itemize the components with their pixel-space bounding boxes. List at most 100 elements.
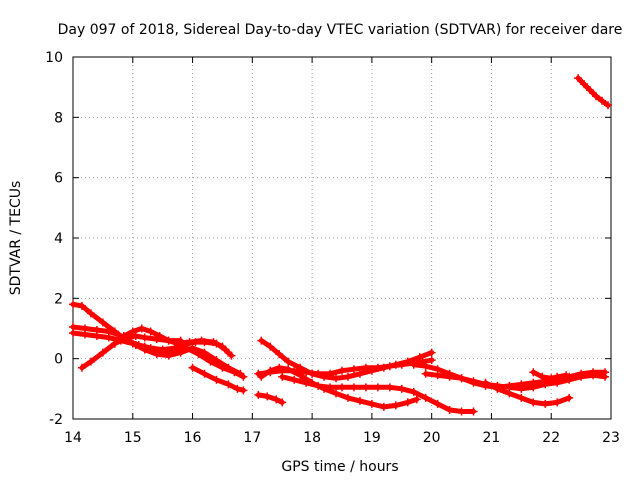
y-tick-label: 8 (54, 110, 63, 126)
data-point (98, 318, 107, 327)
data-point (263, 392, 272, 401)
data-point (553, 372, 562, 381)
data-point (529, 368, 538, 377)
data-point (77, 301, 86, 310)
data-point (80, 330, 89, 339)
y-tick-label: -2 (49, 412, 63, 428)
data-point (146, 327, 155, 336)
data-point (541, 399, 550, 408)
data-point (77, 363, 86, 372)
data-point (586, 86, 595, 95)
data-point (314, 381, 323, 390)
series-trace-16 (574, 74, 613, 110)
data-point (349, 383, 358, 392)
data-point (589, 371, 598, 380)
y-tick-label: 4 (54, 231, 63, 247)
data-point (367, 399, 376, 408)
data-point (517, 393, 526, 402)
data-point (218, 342, 227, 351)
data-point (505, 389, 514, 398)
data-point (290, 375, 299, 384)
series-trace-line (255, 392, 285, 405)
data-point (604, 101, 613, 110)
data-point (415, 353, 424, 362)
data-point (86, 357, 95, 366)
data-point (580, 80, 589, 89)
data-point (254, 390, 263, 399)
data-point (469, 407, 478, 416)
data-point (149, 345, 158, 354)
data-point (209, 338, 218, 347)
data-point (272, 395, 281, 404)
data-point (529, 398, 538, 407)
series-trace-14 (481, 378, 574, 408)
data-point (553, 398, 562, 407)
data-point (379, 402, 388, 411)
x-tick-label: 22 (542, 430, 560, 446)
data-point (110, 339, 119, 348)
data-point (391, 401, 400, 410)
x-tick-label: 15 (124, 430, 142, 446)
data-point (421, 393, 430, 402)
data-point (230, 368, 239, 377)
data-point (601, 372, 610, 381)
data-point (538, 372, 547, 381)
data-point (200, 369, 209, 378)
data-point (565, 393, 574, 402)
data-point (275, 363, 284, 372)
data-point (278, 372, 287, 381)
data-point (433, 371, 442, 380)
series-trace-5 (110, 324, 233, 357)
data-point (92, 332, 101, 341)
x-axis-label: GPS time / hours (281, 459, 398, 475)
x-tick-label: 20 (423, 430, 441, 446)
data-point (397, 384, 406, 393)
data-series (69, 74, 613, 416)
series-trace-10 (278, 372, 478, 416)
data-point (69, 329, 77, 338)
data-point (131, 332, 140, 341)
data-point (385, 383, 394, 392)
data-point (86, 309, 95, 318)
series-trace-6 (188, 363, 248, 395)
x-tick-label: 17 (243, 430, 261, 446)
data-point (320, 372, 329, 381)
grid (73, 57, 611, 419)
data-point (275, 350, 284, 359)
data-point (379, 363, 388, 372)
data-point (355, 369, 364, 378)
data-point (308, 369, 317, 378)
data-point (565, 375, 574, 384)
y-tick-label: 0 (54, 352, 63, 368)
data-point (326, 383, 335, 392)
data-point (493, 384, 502, 393)
data-point (427, 356, 436, 365)
data-point (212, 375, 221, 384)
data-point (412, 395, 421, 404)
data-point (445, 372, 454, 381)
data-point (104, 333, 113, 342)
data-point (361, 383, 370, 392)
data-point (349, 365, 358, 374)
data-point (233, 384, 242, 393)
data-point (343, 372, 352, 381)
series-trace-11 (254, 390, 287, 407)
data-point (541, 380, 550, 389)
chart-title: Day 097 of 2018, Sidereal Day-to-day VTE… (58, 22, 623, 38)
data-point (284, 357, 293, 366)
data-point (332, 389, 341, 398)
data-point (119, 332, 128, 341)
data-point (577, 372, 586, 381)
data-point (445, 405, 454, 414)
data-point (170, 345, 179, 354)
data-point (128, 327, 137, 336)
data-point (574, 74, 583, 83)
x-tick-label: 14 (64, 430, 82, 446)
data-point (562, 371, 571, 380)
data-point (164, 351, 173, 360)
data-point (367, 366, 376, 375)
data-point (598, 96, 607, 105)
x-tick-label: 23 (602, 430, 620, 446)
data-point (529, 383, 538, 392)
